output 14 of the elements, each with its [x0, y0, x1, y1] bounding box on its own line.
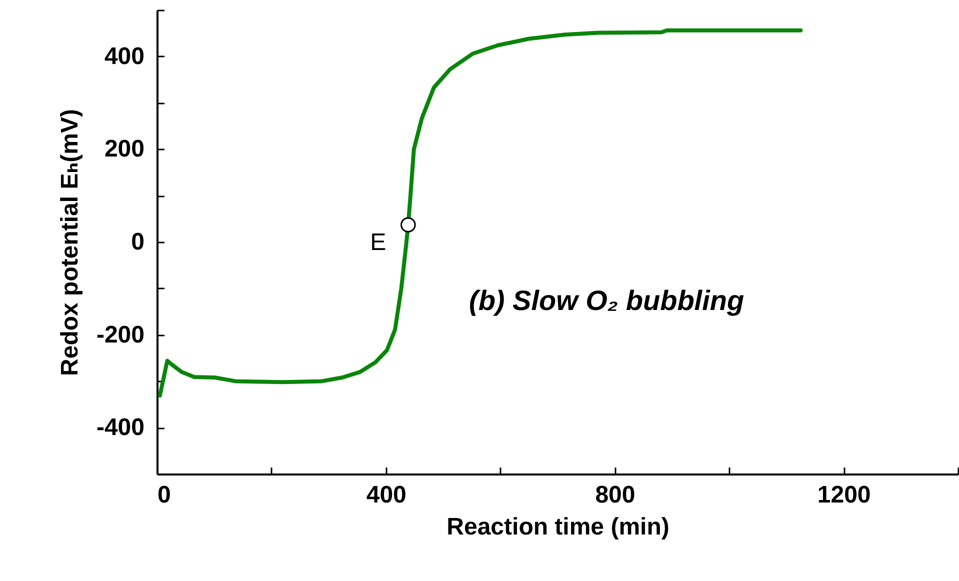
line-series [158, 28, 803, 398]
y-tick-label: -200 [96, 321, 144, 348]
x-tick-label: 0 [158, 482, 171, 508]
x-tick-label: 800 [595, 482, 636, 508]
y-tick-label: 200 [104, 136, 144, 163]
x-tick-label: 400 [366, 482, 406, 508]
y-tick-label: 0 [131, 228, 144, 256]
y-tick-label: -400 [96, 414, 144, 442]
y-tick-label: 400 [104, 42, 144, 70]
annotation: E [370, 228, 386, 256]
x-tick-label: 1200 [817, 482, 871, 508]
x-axis-title: Reaction time (min) [446, 514, 670, 540]
y-axis-title: Redox potential Eₕ(mV) [56, 109, 84, 376]
annotation: (b) Slow O₂ bubbling [469, 285, 744, 316]
